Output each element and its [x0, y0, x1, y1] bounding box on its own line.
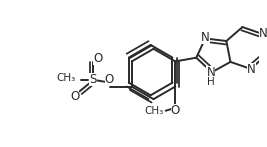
Text: O: O — [93, 52, 103, 65]
Text: O: O — [70, 90, 79, 103]
Text: CH₃: CH₃ — [144, 106, 164, 116]
Text: N: N — [201, 31, 210, 44]
Text: S: S — [89, 73, 97, 86]
Text: N: N — [206, 66, 215, 79]
Text: H: H — [207, 77, 215, 87]
Text: O: O — [171, 104, 180, 117]
Text: N: N — [259, 26, 267, 40]
Text: CH₃: CH₃ — [56, 73, 76, 83]
Text: O: O — [105, 73, 114, 86]
Text: N: N — [247, 63, 256, 76]
